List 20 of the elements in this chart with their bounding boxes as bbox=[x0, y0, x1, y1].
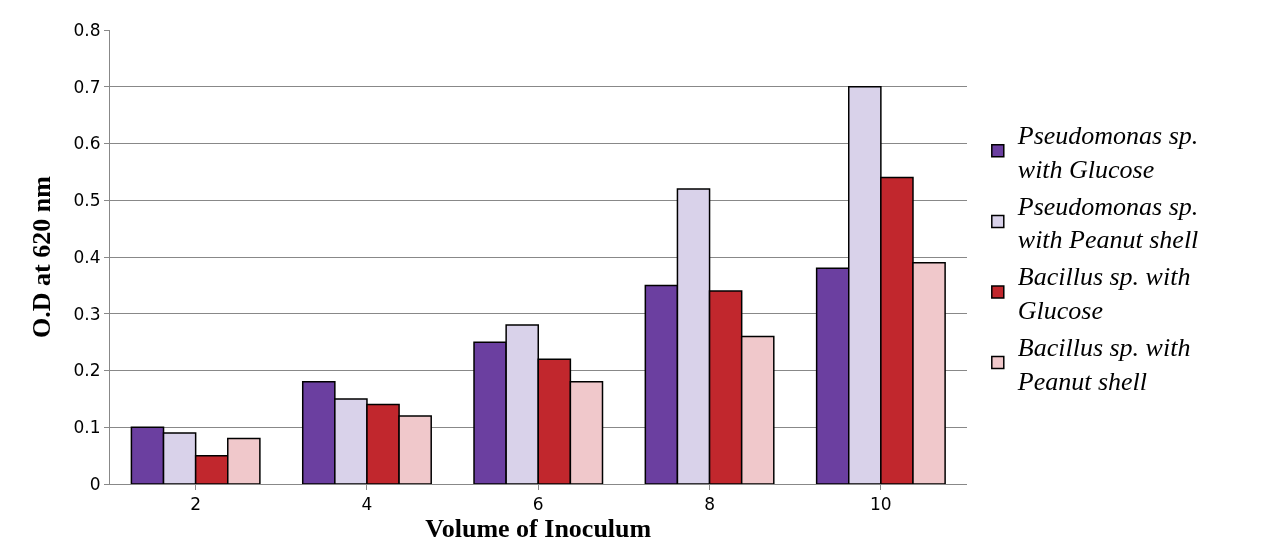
y-tick-label: 0.5 bbox=[73, 190, 101, 211]
x-tick-label: 4 bbox=[361, 494, 373, 515]
x-tick-label: 6 bbox=[532, 494, 544, 515]
y-axis-title: O.D at 620 nm bbox=[26, 175, 56, 338]
y-tick-label: 0.3 bbox=[73, 303, 101, 324]
y-tick-label: 0.4 bbox=[73, 246, 101, 267]
x-axis-title: Volume of Inoculum bbox=[425, 514, 652, 544]
y-tick-label: 0.6 bbox=[73, 133, 101, 154]
y-tick-label: 0.8 bbox=[73, 19, 101, 40]
legend-label: Bacillus sp. with Peanut shell bbox=[1016, 332, 1191, 396]
x-tick-label: 2 bbox=[190, 494, 202, 515]
x-tick-label: 10 bbox=[870, 494, 892, 515]
legend-label: Pseudomonas sp. with Peanut shell bbox=[1016, 191, 1199, 255]
legend-label: Pseudomonas sp. with Glucose bbox=[1016, 121, 1199, 184]
legend-label: Bacillus sp. with Glucose bbox=[1017, 262, 1191, 326]
y-tick-label: 0.1 bbox=[73, 417, 101, 438]
y-tick-label: 0 bbox=[89, 473, 101, 494]
y-tick-label: 0.7 bbox=[73, 76, 101, 97]
x-tick-label: 8 bbox=[704, 494, 715, 515]
y-tick-label: 0.2 bbox=[73, 360, 101, 381]
